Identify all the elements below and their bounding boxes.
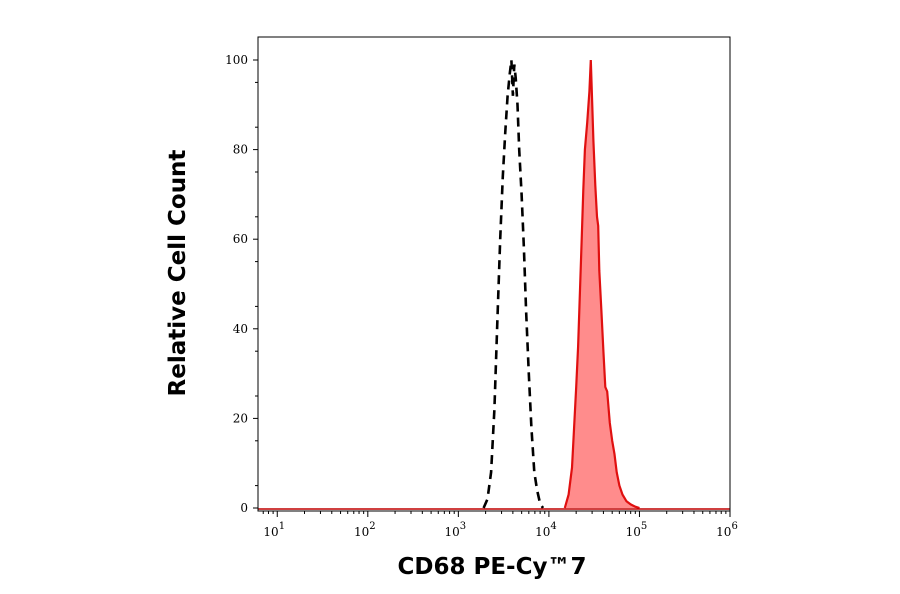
y-tick-label: 20	[233, 411, 248, 425]
series-1-fill	[564, 60, 640, 508]
series-0-line	[482, 59, 545, 509]
x-tick-label: 101	[263, 521, 285, 539]
x-axis-title: CD68 PE-Cy™7	[398, 554, 587, 580]
y-axis: 0 20 40 60 80 100	[225, 53, 258, 515]
x-axis: 101 102 103 104 105 106	[262, 511, 738, 539]
x-tick-label: 102	[354, 521, 376, 539]
y-tick-label: 0	[240, 501, 248, 515]
plot-layer	[258, 59, 730, 510]
x-tick-label: 106	[716, 521, 738, 539]
y-axis-title: Relative Cell Count	[165, 150, 191, 397]
x-tick-label: 104	[535, 521, 557, 539]
x-tick-label: 105	[626, 521, 648, 539]
series-1-line	[563, 59, 640, 510]
y-tick-label: 40	[233, 322, 248, 336]
y-tick-label: 60	[233, 232, 248, 246]
y-tick-label: 80	[233, 143, 248, 157]
x-tick-label: 103	[445, 521, 467, 539]
plot-frame	[257, 36, 731, 512]
y-tick-label: 100	[225, 53, 248, 67]
